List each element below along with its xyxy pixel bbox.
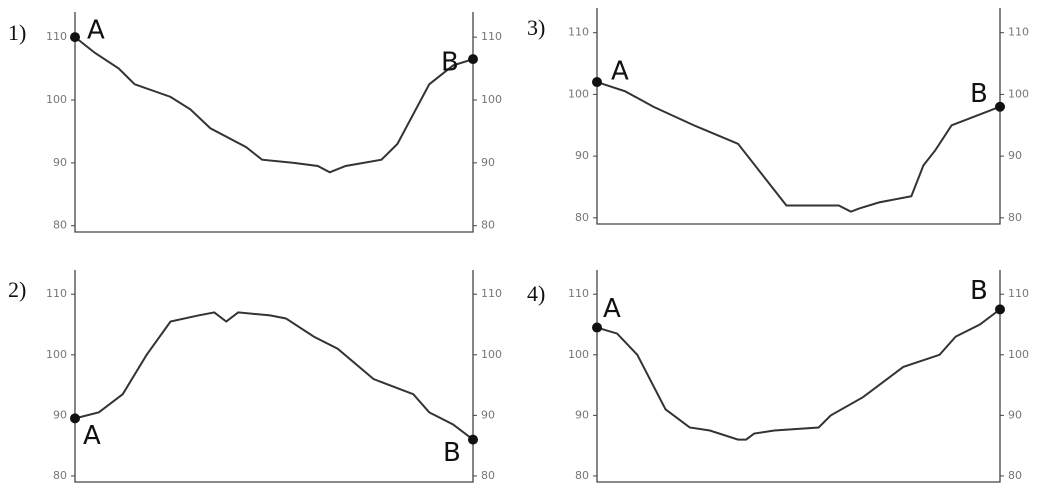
y-tick-label: 80 xyxy=(575,469,589,482)
y-tick-label: 100 xyxy=(46,93,67,106)
axis-frame xyxy=(596,270,1001,483)
profile-line xyxy=(74,311,474,441)
profile-line xyxy=(596,81,1001,213)
y-tick-label: 90 xyxy=(53,156,67,169)
point-label: A xyxy=(611,57,629,87)
y-tick-label: 110 xyxy=(568,26,589,39)
y-tick-label: 100 xyxy=(568,87,589,100)
y2-tick-label: 110 xyxy=(481,287,502,300)
y2-tick-label: 80 xyxy=(1008,469,1022,482)
axis-frame xyxy=(74,270,474,483)
y-tick-label: 110 xyxy=(568,287,589,300)
y2-tick-label: 100 xyxy=(481,348,502,361)
y-tick-label: 80 xyxy=(53,469,67,482)
panel-number: 3) xyxy=(527,15,545,40)
y2-tick-label: 110 xyxy=(1008,287,1029,300)
y-tick-label: 100 xyxy=(46,348,67,361)
y2-tick-label: 100 xyxy=(1008,87,1029,100)
y2-tick-label: 90 xyxy=(1008,149,1022,162)
y-tick-label: 100 xyxy=(568,348,589,361)
panel-number: 2) xyxy=(8,277,26,302)
point-label: B xyxy=(970,276,988,306)
y2-tick-label: 80 xyxy=(481,219,495,232)
y-tick-label: 90 xyxy=(575,408,589,421)
y-tick-label: 110 xyxy=(46,30,67,43)
y2-tick-label: 90 xyxy=(481,408,495,421)
point-label: A xyxy=(87,16,105,46)
y2-tick-label: 90 xyxy=(481,156,495,169)
endpoint xyxy=(468,54,478,65)
y-tick-label: 110 xyxy=(46,287,67,300)
y2-tick-label: 90 xyxy=(1008,408,1022,421)
point-label: A xyxy=(83,421,101,451)
endpoint xyxy=(468,434,478,445)
endpoint xyxy=(70,413,80,424)
y-tick-label: 90 xyxy=(53,408,67,421)
endpoint xyxy=(592,322,602,333)
y2-tick-label: 110 xyxy=(1008,26,1029,39)
profile-line xyxy=(74,36,474,174)
point-label: B xyxy=(441,48,459,78)
profile-line xyxy=(596,308,1001,441)
point-label: A xyxy=(603,294,621,324)
y2-tick-label: 100 xyxy=(481,93,502,106)
axis-frame xyxy=(74,12,474,233)
endpoint xyxy=(70,32,80,43)
axis-frame xyxy=(596,8,1001,225)
point-label: B xyxy=(443,438,461,468)
endpoint xyxy=(995,304,1005,315)
endpoint xyxy=(995,101,1005,112)
y-tick-label: 90 xyxy=(575,149,589,162)
y2-tick-label: 80 xyxy=(1008,211,1022,224)
y2-tick-label: 110 xyxy=(481,30,502,43)
y-tick-label: 80 xyxy=(53,219,67,232)
y-tick-label: 80 xyxy=(575,211,589,224)
y2-tick-label: 80 xyxy=(481,469,495,482)
panel-number: 4) xyxy=(527,281,545,306)
point-label: B xyxy=(970,79,988,109)
panel-number: 1) xyxy=(8,20,26,45)
y2-tick-label: 100 xyxy=(1008,348,1029,361)
endpoint xyxy=(592,77,602,88)
